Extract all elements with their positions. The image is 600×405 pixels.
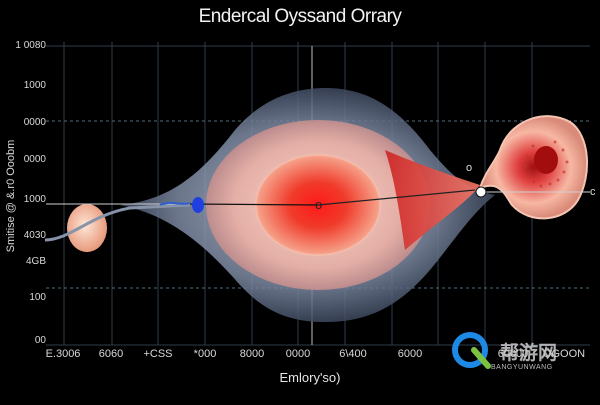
y-tick: 100 [29, 292, 46, 303]
watermark-logo [452, 332, 491, 369]
ovary-center [534, 146, 558, 174]
ovary-outline [478, 115, 588, 220]
x-axis-label: Emlory'so) [279, 370, 341, 385]
blue-marker-head [192, 197, 204, 213]
y-tick: 4GB [25, 256, 46, 267]
callout-far-right: c [590, 186, 596, 198]
y-tick: 4030 [23, 230, 46, 241]
center-label: o [315, 197, 323, 212]
fallopian-tube [385, 150, 480, 250]
x-tick: OGOON [542, 348, 586, 360]
blue-marker [159, 201, 191, 206]
y-tick: 1000 [23, 80, 46, 91]
y-tick: 0000 [23, 154, 46, 165]
x-tick: 6\400 [339, 348, 367, 360]
watermark-text: 帮游网 [500, 343, 558, 364]
watermark-subtext: BANGYUNWANG [491, 364, 553, 371]
x-tick: 6060 [98, 348, 124, 360]
callout-upper-right: o [466, 162, 473, 174]
diagram-title: Endercal Oyssand Orrary [198, 6, 402, 27]
y-tick: 00 [34, 335, 46, 346]
y-tick: 1 0080 [15, 40, 46, 51]
x-tick: 6000 [397, 348, 423, 360]
y-tick: 0000 [23, 117, 46, 128]
x-tick: 0000 [285, 348, 311, 360]
right-pointer [317, 189, 476, 206]
x-tick: 8000 [239, 348, 265, 360]
left-connector [44, 203, 191, 242]
x-tick: *000 [193, 348, 217, 360]
y-axis-label: Smitise @ &.r0 Ooobm [5, 139, 17, 253]
x-tick: 60000 [497, 348, 529, 360]
x-tick: +CSS [143, 348, 173, 360]
y-tick: 1000 [23, 194, 46, 205]
left-egg [67, 204, 107, 252]
x-tick: E.3006 [45, 348, 81, 360]
right-node [475, 186, 487, 198]
axis-pointer [189, 203, 319, 206]
ovary-dots [523, 140, 569, 188]
